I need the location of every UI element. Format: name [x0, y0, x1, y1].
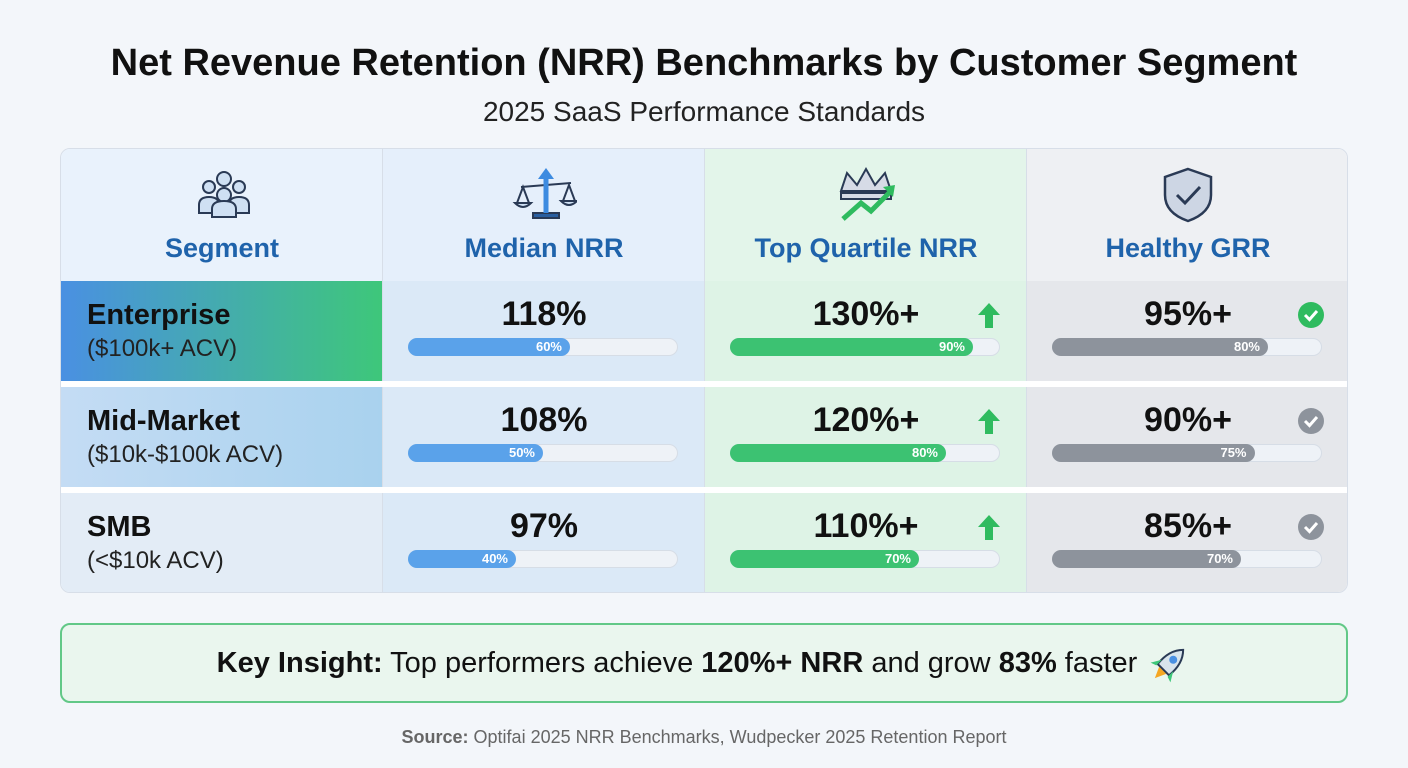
- value-cell: 120%+ 80%: [705, 387, 1027, 487]
- insight-text: 120%+ NRR: [701, 647, 864, 679]
- column-header: Healthy GRR: [1105, 233, 1271, 263]
- header-cell: Median NRR: [383, 149, 705, 281]
- up-arrow: [978, 515, 1000, 540]
- segment-detail: (<$10k ACV): [87, 547, 224, 574]
- insight-text: Top performers achieve: [382, 647, 702, 679]
- insight-text: 83%: [998, 647, 1057, 679]
- bar-track: 40%: [408, 550, 678, 568]
- bar-label: 75%: [1220, 445, 1247, 460]
- up-arrow: [978, 303, 1000, 328]
- bar-label: 70%: [884, 551, 911, 566]
- segment-detail: ($10k-$100k ACV): [87, 441, 284, 468]
- bar-label: 60%: [535, 339, 562, 354]
- value-text: 85%+: [1144, 507, 1232, 545]
- value-cell: 118% 60%: [383, 281, 705, 381]
- subtitle: 2025 SaaS Performance Standards: [482, 96, 926, 127]
- bar-track: 80%: [730, 444, 1000, 462]
- header-cell: Segment: [61, 149, 383, 281]
- bar-fill: 75%: [1052, 444, 1255, 462]
- value-cell: 110%+ 70%: [705, 493, 1027, 592]
- value-text: 97%: [509, 507, 579, 545]
- check-icon: [1298, 302, 1324, 328]
- source-text: Optifai 2025 NRR Benchmarks, Wudpecker 2…: [473, 727, 1007, 747]
- segment-cell: Enterprise ($100k+ ACV): [61, 281, 383, 381]
- value-text: 95%+: [1144, 295, 1232, 333]
- bar-track: 75%: [1052, 444, 1322, 462]
- value-cell: 108% 50%: [383, 387, 705, 487]
- segment-cell: SMB (<$10k ACV): [61, 493, 383, 592]
- rocket-icon: [1150, 649, 1185, 683]
- value-cell: 90%+ 75%: [1027, 387, 1347, 487]
- column-header: Segment: [164, 233, 280, 263]
- insight-text: Key Insight:: [216, 647, 383, 679]
- header-icon: [839, 166, 895, 221]
- bar-fill: 80%: [730, 444, 946, 462]
- value-text: 110%+: [813, 507, 919, 545]
- value-text: 130%+: [812, 295, 920, 333]
- segment-cell: Mid-Market ($10k-$100k ACV): [61, 387, 383, 487]
- bar-fill: 70%: [730, 550, 919, 568]
- bar-track: 60%: [408, 338, 678, 356]
- bar-fill: 40%: [408, 550, 516, 568]
- check-icon: [1298, 514, 1324, 540]
- header-icon: [1163, 167, 1213, 223]
- bar-fill: 60%: [408, 338, 570, 356]
- segment-name: SMB: [87, 511, 152, 543]
- bar-label: 90%: [938, 339, 965, 354]
- bar-fill: 70%: [1052, 550, 1241, 568]
- bar-track: 90%: [730, 338, 1000, 356]
- column-header: Median NRR: [464, 233, 624, 263]
- bar-fill: 80%: [1052, 338, 1268, 356]
- check-icon: [1298, 408, 1324, 434]
- insight-text: faster: [1056, 647, 1138, 679]
- bar-label: 50%: [508, 445, 535, 460]
- insight-box: Key Insight: Top performers achieve 120%…: [60, 623, 1348, 703]
- bar-track: 70%: [730, 550, 1000, 568]
- bar-track: 50%: [408, 444, 678, 462]
- bar-fill: 90%: [730, 338, 973, 356]
- header-icon: [512, 168, 577, 219]
- source: Source: Optifai 2025 NRR Benchmarks, Wud…: [0, 727, 1408, 748]
- value-text: 120%+: [812, 401, 920, 439]
- value-cell: 97% 40%: [383, 493, 705, 592]
- value-cell: 95%+ 80%: [1027, 281, 1347, 381]
- bar-track: 80%: [1052, 338, 1322, 356]
- bar-label: 80%: [911, 445, 938, 460]
- up-arrow: [978, 409, 1000, 434]
- insight-text: and grow: [863, 647, 999, 679]
- title: Net Revenue Retention (NRR) Benchmarks b…: [110, 42, 1298, 84]
- segment-name: Mid-Market: [87, 405, 241, 437]
- bar-label: 40%: [481, 551, 508, 566]
- column-header: Top Quartile NRR: [754, 233, 978, 263]
- segment-name: Enterprise: [87, 299, 231, 331]
- value-text: 90%+: [1144, 401, 1232, 439]
- bar-label: 80%: [1233, 339, 1260, 354]
- header-cell: Healthy GRR: [1027, 149, 1347, 281]
- bar-fill: 50%: [408, 444, 543, 462]
- segment-detail: ($100k+ ACV): [87, 335, 238, 362]
- bar-track: 70%: [1052, 550, 1322, 568]
- bar-label: 70%: [1206, 551, 1233, 566]
- header-icon: [198, 171, 250, 218]
- value-cell: 130%+ 90%: [705, 281, 1027, 381]
- value-text: 118%: [501, 295, 587, 333]
- value-text: 108%: [500, 401, 588, 439]
- value-cell: 85%+ 70%: [1027, 493, 1347, 592]
- table: Segment Median NRR Top Quartile NRR Healthy…: [60, 148, 1348, 593]
- header-cell: Top Quartile NRR: [705, 149, 1027, 281]
- source-label: Source:: [401, 727, 469, 747]
